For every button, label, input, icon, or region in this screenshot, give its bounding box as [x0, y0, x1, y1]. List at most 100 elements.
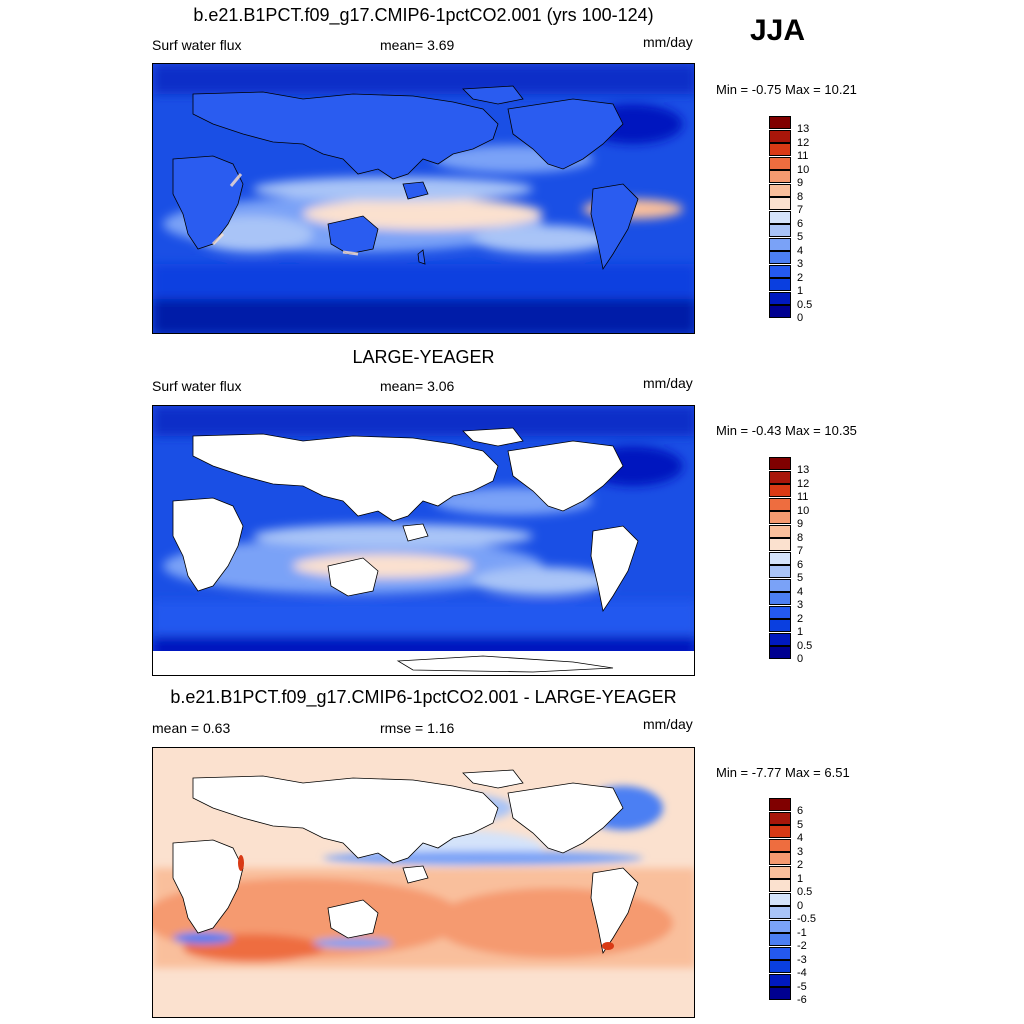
- panel3-colorbar-label: 1: [797, 872, 804, 885]
- panel2-colorbar-swatch: [769, 497, 791, 511]
- panel1-colorbar-swatch: [769, 156, 791, 170]
- panel3-minmax: Min = -7.77 Max = 6.51: [716, 765, 850, 780]
- panel3-mean-label: mean = 0.63: [152, 720, 231, 736]
- panel3-colorbar-label: -1: [797, 926, 807, 939]
- panel2-colorbar-label: 4: [797, 585, 804, 598]
- panel3-colorbar-label: -3: [797, 953, 807, 966]
- panel1-colorbar-label: 10: [797, 163, 810, 176]
- panel1-colorbar-swatch: [769, 143, 791, 156]
- panel1-colorbar-label: 4: [797, 244, 804, 257]
- panel1-colorbar-label: 0: [797, 312, 804, 324]
- panel1-colorbar-label: 2: [797, 271, 804, 284]
- panel3-colorbar-label: 3: [797, 845, 804, 858]
- panel1-colorbar-label: 5: [797, 231, 804, 243]
- panel1-colorbar-label: 3: [797, 258, 804, 270]
- panel2-colorbar-label: 6: [797, 558, 804, 571]
- panel3-colorbar-label: 2: [797, 859, 804, 871]
- panel2-colorbar-label: 10: [797, 504, 810, 517]
- panel3-colorbar-label: -5: [797, 980, 807, 993]
- panel2-colorbar-label: 12: [797, 477, 810, 490]
- panel1-colorbar-label: 12: [797, 136, 810, 149]
- panel1-units-label: mm/day: [643, 34, 693, 50]
- panel1-colorbar-label: 1: [797, 285, 804, 297]
- panel1-colorbar-swatch: [769, 224, 791, 237]
- panel3-units-label: mm/day: [643, 716, 693, 732]
- panel3-colorbar-label: -6: [797, 994, 807, 1006]
- panel1-colorbar-swatch: [769, 210, 791, 224]
- panel1-colorbar-label: 9: [797, 177, 804, 189]
- panel1-colorbar-swatch: [769, 264, 791, 278]
- panel1-colorbar-label: 6: [797, 217, 804, 230]
- panel2-colorbar-swatch: [769, 632, 791, 646]
- panel2-colorbar-swatch: [769, 484, 791, 497]
- panel1-colorbar-label: 0.5: [797, 298, 813, 311]
- panel2-colorbar-swatch: [769, 565, 791, 578]
- panel3-colorbar-swatch: [769, 960, 791, 973]
- panel1-colorbar-label: 11: [797, 150, 809, 162]
- panel3-colorbar-label: 6: [797, 805, 804, 817]
- panel1-colorbar-swatch: [769, 116, 791, 129]
- panel2-colorbar-label: 9: [797, 518, 804, 530]
- panel2-minmax: Min = -0.43 Max = 10.35: [716, 423, 857, 438]
- panel1-minmax: Min = -0.75 Max = 10.21: [716, 82, 857, 97]
- panel2-colorbar-label: 13: [797, 464, 810, 476]
- panel2-map: [152, 405, 695, 676]
- panel1-map: [152, 63, 695, 334]
- panel2-units-label: mm/day: [643, 375, 693, 391]
- panel3-colorbar-swatch: [769, 811, 791, 825]
- panel2-colorbar-swatch: [769, 470, 791, 484]
- panel2-colorbar-swatch: [769, 619, 791, 632]
- panel2-colorbar-label: 0: [797, 653, 804, 665]
- panel2-mean-label: mean= 3.06: [380, 378, 455, 394]
- panel3-colorbar-swatch: [769, 825, 791, 838]
- panel3-colorbar-swatch: [769, 987, 791, 1000]
- panel3-title: b.e21.B1PCT.f09_g17.CMIP6-1pctCO2.001 - …: [170, 687, 677, 707]
- panel2-colorbar-label: 5: [797, 572, 804, 584]
- panel3-colorbar-swatch: [769, 933, 791, 946]
- panel3-colorbar-label: 4: [797, 832, 804, 844]
- panel2-colorbar-swatch: [769, 511, 791, 524]
- panel2-colorbar-swatch: [769, 551, 791, 565]
- panel1-title: b.e21.B1PCT.f09_g17.CMIP6-1pctCO2.001 (y…: [193, 5, 654, 25]
- panel3-colorbar-swatch: [769, 906, 791, 919]
- panel3-colorbar-swatch: [769, 892, 791, 906]
- panel3-colorbar-swatch: [769, 919, 791, 933]
- panel1-colorbar-swatch: [769, 183, 791, 197]
- panel2-colorbar-label: 2: [797, 612, 804, 625]
- panel2-colorbar-swatch: [769, 592, 791, 605]
- panel3-colorbar-swatch: [769, 879, 791, 892]
- panel2-colorbar-swatch: [769, 538, 791, 551]
- panel2-colorbar-swatch: [769, 605, 791, 619]
- panel1-colorbar-swatch: [769, 291, 791, 305]
- panel2-colorbar-swatch: [769, 457, 791, 470]
- panel1-colorbar-swatch: [769, 170, 791, 183]
- panel2-colorbar-label: 0.5: [797, 639, 813, 652]
- panel3-colorbar-swatch: [769, 973, 791, 987]
- panel1-colorbar-swatch: [769, 278, 791, 291]
- panel1-colorbar-swatch: [769, 305, 791, 318]
- panel1-colorbar-swatch: [769, 197, 791, 210]
- panel2-colorbar-swatch: [769, 524, 791, 538]
- panel3-colorbar-swatch: [769, 838, 791, 852]
- panel2-variable-label: Surf water flux: [152, 378, 242, 394]
- panel1-variable-label: Surf water flux: [152, 37, 242, 53]
- panel2-title: LARGE-YEAGER: [352, 347, 495, 367]
- panel3-colorbar-label: 0.5: [797, 886, 813, 898]
- panel1-mean-label: mean= 3.69: [380, 37, 455, 53]
- panel1-colorbar-label: 8: [797, 190, 804, 203]
- panel3-colorbar-label: -4: [797, 967, 807, 979]
- panel2-colorbar-label: 11: [797, 491, 809, 503]
- panel3-colorbar-label: 0: [797, 899, 804, 912]
- panel3-colorbar-label: -0.5: [797, 913, 816, 925]
- panel1-colorbar-label: 7: [797, 204, 804, 216]
- panel2-colorbar-label: 8: [797, 531, 804, 544]
- panel2-colorbar-swatch: [769, 646, 791, 659]
- panel3-colorbar-label: 5: [797, 818, 804, 831]
- panel1-colorbar-swatch: [769, 251, 791, 264]
- panel3-colorbar-swatch: [769, 852, 791, 865]
- panel3-map: [152, 747, 695, 1018]
- panel3-rmse-label: rmse = 1.16: [380, 720, 455, 736]
- panel1-colorbar-swatch: [769, 237, 791, 251]
- panel3-colorbar-label: -2: [797, 940, 807, 952]
- panel3-colorbar-swatch: [769, 798, 791, 811]
